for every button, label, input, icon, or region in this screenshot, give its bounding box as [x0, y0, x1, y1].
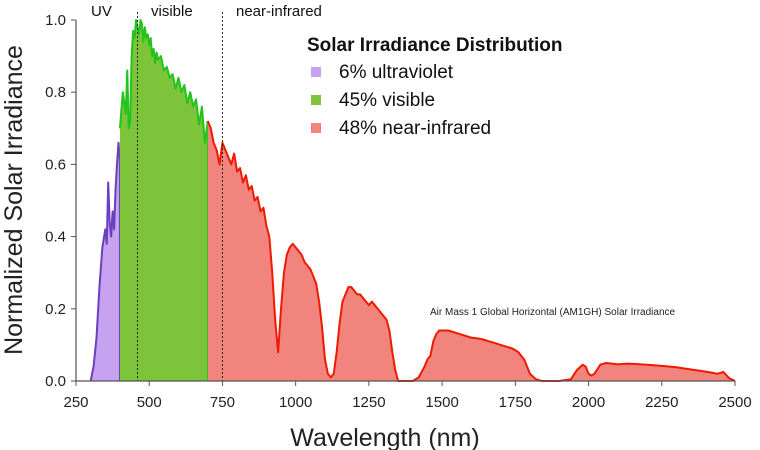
line-ultraviolet	[89, 141, 121, 382]
x-tick-label: 2250	[645, 394, 678, 411]
axes: 250 500 750 1000 1250 1500 1750 2000 2250 2500 0.0…	[45, 12, 752, 411]
legend-swatch-visible	[311, 95, 321, 105]
line-near-infrared	[206, 120, 736, 382]
legend-swatch-near-infrared	[311, 123, 321, 133]
x-axis-title: Wavelength (nm)	[290, 424, 479, 450]
legend-label-visible: 45% visible	[339, 90, 435, 111]
region-dividers	[137, 12, 223, 381]
legend-title: Solar Irradiance Distribution	[307, 35, 563, 56]
y-tick-label: 1.0	[45, 12, 66, 29]
y-tick-label: 0.4	[45, 229, 66, 246]
y-tick-label: 0.0	[45, 373, 66, 390]
legend-swatch-ultraviolet	[311, 67, 321, 77]
visible-region-label: visible	[151, 3, 193, 20]
area-near-infrared	[207, 121, 736, 381]
near-infrared-region-label: near-infrared	[236, 3, 322, 20]
y-tick-label: 0.6	[45, 156, 66, 173]
x-tick-label: 750	[210, 394, 235, 411]
spectrum-areas	[89, 19, 736, 382]
x-tick-label: 1250	[352, 394, 385, 411]
x-tick-label: 500	[137, 394, 162, 411]
line-visible	[118, 19, 209, 144]
legend-label-ultraviolet: 6% ultraviolet	[339, 62, 454, 83]
x-tick-label: 2000	[572, 394, 605, 411]
x-tick-label: 1000	[279, 394, 312, 411]
y-tick-label: 0.8	[45, 84, 66, 101]
x-tick-label: 2500	[718, 394, 751, 411]
x-tick-label: 1500	[425, 394, 458, 411]
y-tick-label: 0.2	[45, 301, 66, 318]
legend-label-near-infrared: 48% near-infrared	[339, 118, 491, 139]
area-visible	[119, 20, 208, 381]
x-tick-label: 1750	[499, 394, 532, 411]
legend: Solar Irradiance Distribution 6% ultravi…	[307, 35, 563, 139]
x-tick-label: 250	[63, 394, 88, 411]
y-axis-title: Normalized Solar Irradiance	[0, 45, 28, 355]
uv-region-label: UV	[91, 3, 112, 20]
dataset-annotation: Air Mass 1 Global Horizontal (AM1GH) Sol…	[430, 307, 676, 318]
